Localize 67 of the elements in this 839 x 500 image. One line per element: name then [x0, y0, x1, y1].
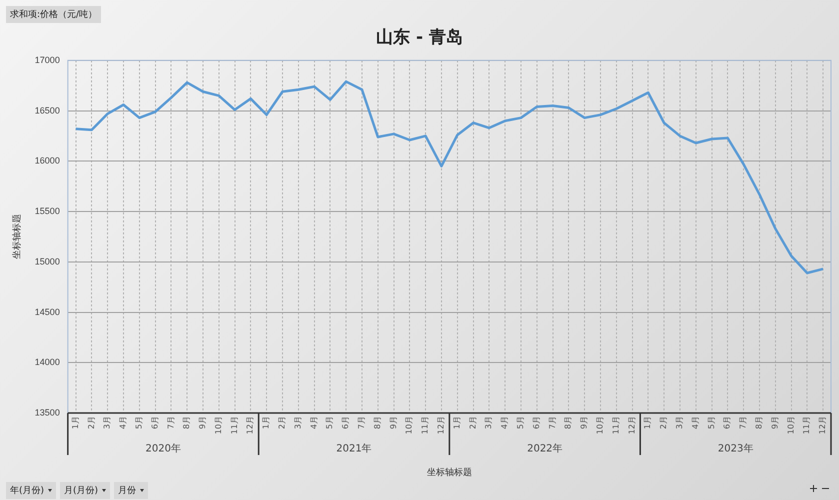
x-tick-label: 10月 — [404, 416, 414, 434]
x-tick-label: 3月 — [484, 416, 494, 430]
text: 2023年 — [718, 442, 754, 455]
y-tick-label: 16000 — [34, 156, 60, 166]
text: 年(月份) — [6, 482, 56, 499]
text: 月(月份) — [60, 482, 110, 499]
x-tick-label: 4月 — [118, 416, 128, 430]
x-tick-label: 1月 — [70, 416, 80, 430]
x-tick-label: 8月 — [754, 416, 764, 430]
x-tick-label: 2月 — [468, 416, 478, 430]
text: 2021年 — [336, 442, 372, 455]
y-tick-label: 15000 — [34, 256, 60, 266]
x-tick-label: 7月 — [357, 416, 366, 430]
x-tick-label: 2月 — [659, 416, 668, 430]
y-tick-label: 17000 — [34, 54, 60, 65]
y-tick-label: 13500 — [34, 408, 60, 418]
x-tick-label: 9月 — [388, 416, 398, 430]
x-tick-label: 3月 — [293, 416, 302, 430]
x-tick-label: 9月 — [198, 416, 208, 430]
x-tick-label: 5月 — [706, 416, 716, 430]
x-tick-label: 7月 — [738, 416, 748, 430]
y-tick-label: 16500 — [34, 105, 60, 116]
x-tick-label: 6月 — [532, 416, 541, 430]
x-tick-label: 10月 — [786, 416, 796, 434]
x-tick-label: 11月 — [230, 416, 239, 434]
x-tick-label: 1月 — [452, 416, 462, 430]
x-tick-label: 7月 — [548, 416, 557, 430]
x-tick-label: 8月 — [182, 416, 192, 430]
chart-title: 山东 - 青岛 — [376, 28, 463, 48]
text: 求和项:价格（元/吨） — [6, 6, 102, 23]
x-tick-label: 1月 — [643, 416, 652, 430]
x-tick-label: 3月 — [675, 416, 684, 430]
x-tick-label: 6月 — [341, 416, 350, 430]
x-tick-label: 11月 — [802, 416, 812, 434]
x-tick-label: 3月 — [102, 416, 112, 430]
x-tick-label: 4月 — [690, 416, 700, 430]
x-tick-label: 11月 — [420, 416, 430, 434]
y-tick-label: 14500 — [34, 306, 60, 317]
y-tick-label: 14000 — [34, 357, 60, 368]
x-tick-label: 8月 — [564, 416, 573, 430]
x-tick-label: 7月 — [166, 416, 176, 430]
x-tick-label: 12月 — [436, 416, 446, 434]
x-tick-label: 11月 — [611, 416, 620, 434]
x-tick-label: 4月 — [309, 416, 318, 430]
x-tick-label: 10月 — [214, 416, 223, 434]
x-tick-label: 12月 — [818, 416, 828, 434]
x-tick-label: 1月 — [262, 416, 271, 430]
x-tick-label: 4月 — [500, 416, 510, 430]
text: 月份 — [114, 482, 148, 499]
text: 2022年 — [527, 442, 563, 455]
x-tick-label: 10月 — [596, 416, 605, 434]
y-axis-title: 坐标轴标题 — [12, 214, 23, 260]
x-tick-label: 12月 — [246, 416, 255, 434]
x-tick-label: 2月 — [278, 416, 287, 430]
x-tick-label: 12月 — [627, 416, 636, 434]
x-tick-label: 8月 — [372, 416, 382, 430]
x-axis-title: 坐标轴标题 — [426, 466, 472, 478]
x-tick-label: 6月 — [150, 416, 160, 430]
x-tick-label: 5月 — [516, 416, 526, 430]
x-tick-label: 9月 — [770, 416, 780, 430]
x-tick-label: 5月 — [134, 416, 144, 430]
x-tick-label: 2月 — [86, 416, 96, 430]
x-tick-label: 9月 — [580, 416, 589, 430]
text: 2020年 — [145, 442, 181, 455]
x-tick-label: 5月 — [325, 416, 334, 430]
x-tick-label: 6月 — [722, 416, 732, 430]
y-tick-label: 15500 — [34, 206, 60, 216]
